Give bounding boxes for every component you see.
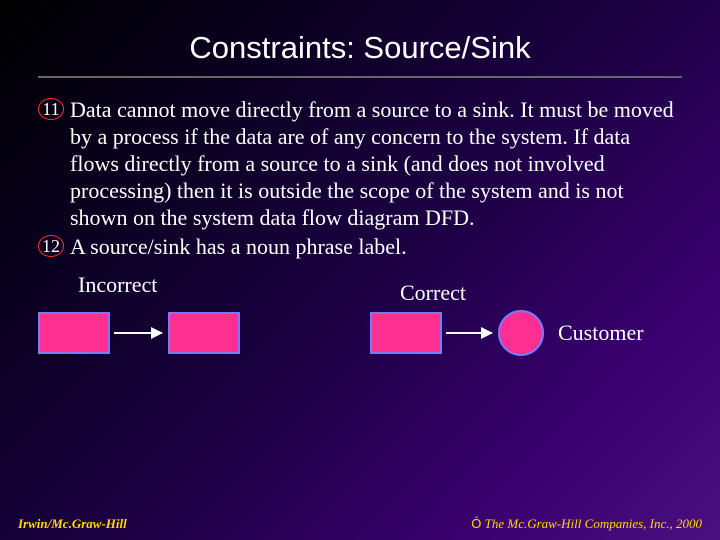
footer-left: Irwin/Mc.Graw-Hill [18, 516, 127, 532]
list-item: 11 Data cannot move directly from a sour… [38, 96, 682, 231]
slide-body: 11 Data cannot move directly from a sour… [0, 96, 720, 312]
numbered-list: 11 Data cannot move directly from a sour… [38, 96, 682, 260]
item-number-badge: 12 [38, 235, 64, 257]
customer-label: Customer [558, 320, 644, 346]
list-item: 12 A source/sink has a noun phrase label… [38, 233, 682, 260]
title-divider [38, 76, 682, 78]
slide: Constraints: Source/Sink 11 Data cannot … [0, 0, 720, 540]
sink-rect [168, 312, 240, 354]
footer-right: Ó The Mc.Graw-Hill Companies, Inc., 2000 [471, 516, 702, 532]
footer-company: The Mc.Graw-Hill Companies, Inc., 2000 [481, 516, 702, 531]
slide-footer: Irwin/Mc.Graw-Hill Ó The Mc.Graw-Hill Co… [18, 516, 702, 532]
diagrams-area: Customer [0, 312, 720, 392]
process-circle [498, 310, 544, 356]
diagram-labels-row: Incorrect Correct [38, 262, 682, 312]
item-number-badge: 11 [38, 98, 64, 120]
item-text: A source/sink has a noun phrase label. [70, 233, 682, 260]
copyright-symbol: Ó [471, 516, 481, 531]
arrow-icon [114, 332, 162, 334]
item-text: Data cannot move directly from a source … [70, 96, 682, 231]
incorrect-label: Incorrect [38, 272, 360, 306]
source-rect [370, 312, 442, 354]
source-rect [38, 312, 110, 354]
arrow-icon [446, 332, 492, 334]
correct-label: Correct [360, 272, 682, 306]
slide-title: Constraints: Source/Sink [0, 0, 720, 76]
